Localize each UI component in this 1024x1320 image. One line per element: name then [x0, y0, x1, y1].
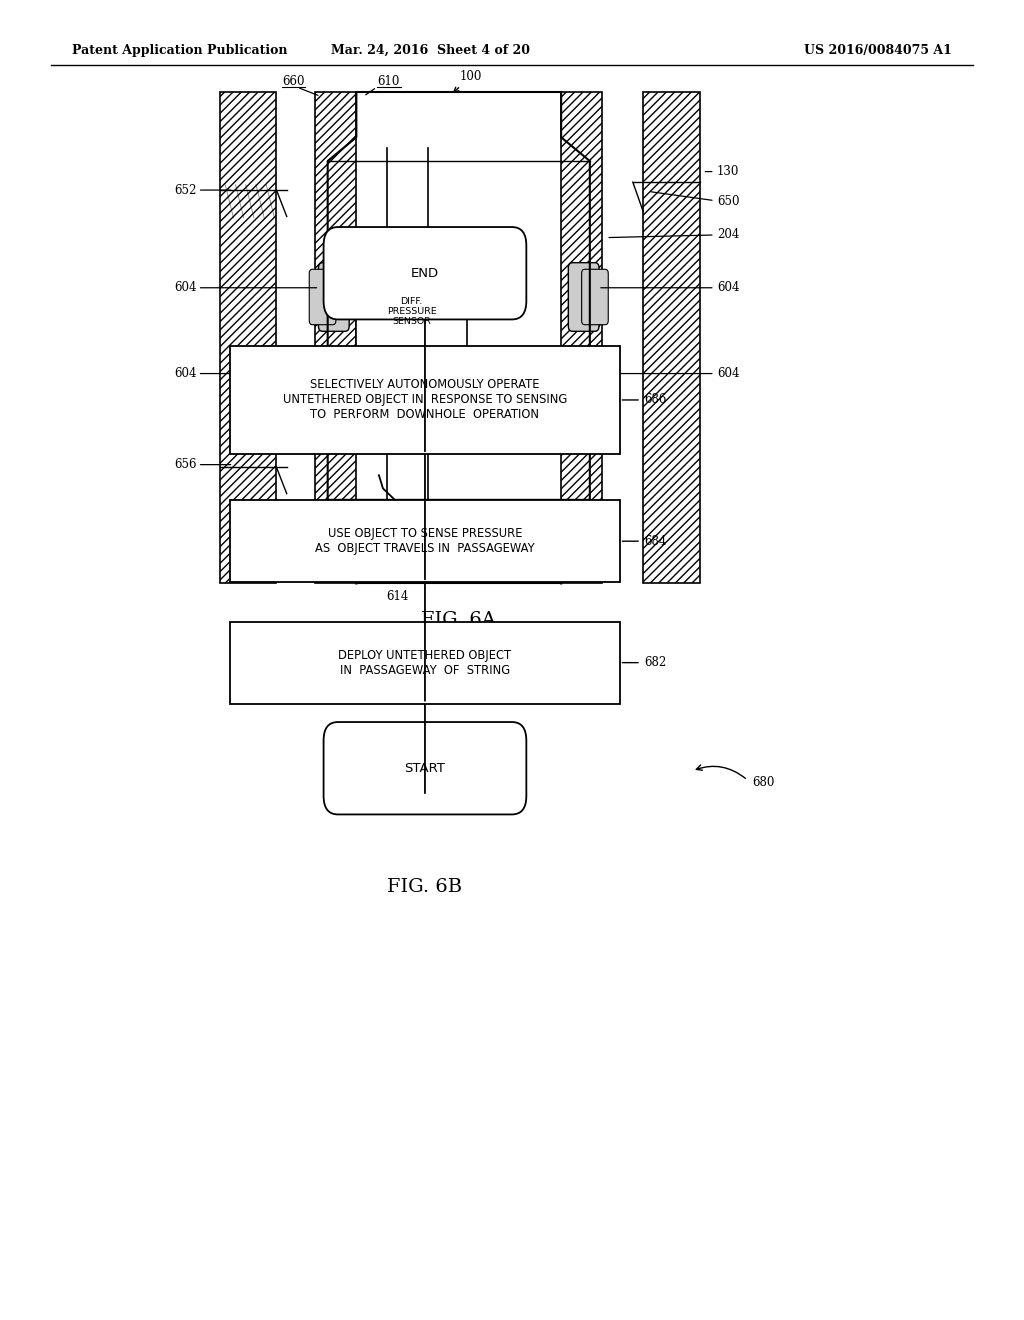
Bar: [230, 500, 620, 582]
Text: 656: 656: [174, 458, 197, 471]
Bar: [230, 622, 620, 704]
Text: Mar. 24, 2016  Sheet 4 of 20: Mar. 24, 2016 Sheet 4 of 20: [331, 44, 529, 57]
FancyBboxPatch shape: [309, 269, 336, 325]
Text: FIG. 6B: FIG. 6B: [387, 878, 463, 896]
Text: END: END: [411, 267, 439, 280]
Text: 650: 650: [717, 195, 739, 209]
Polygon shape: [220, 92, 276, 583]
Bar: [356, 251, 467, 372]
FancyBboxPatch shape: [568, 263, 599, 331]
Text: DEPLOY UNTETHERED OBJECT
IN  PASSAGEWAY  OF  STRING: DEPLOY UNTETHERED OBJECT IN PASSAGEWAY O…: [338, 648, 512, 677]
Text: Patent Application Publication: Patent Application Publication: [72, 44, 287, 57]
FancyBboxPatch shape: [324, 227, 526, 319]
Text: 604: 604: [174, 281, 197, 294]
Text: 670: 670: [510, 558, 532, 572]
Polygon shape: [561, 92, 602, 583]
Text: 682: 682: [644, 656, 667, 669]
Text: DART: DART: [400, 554, 435, 568]
Text: 604: 604: [174, 367, 197, 380]
Polygon shape: [643, 92, 700, 583]
Text: 660: 660: [283, 75, 305, 88]
Text: 686: 686: [644, 393, 667, 407]
Polygon shape: [315, 92, 356, 583]
Text: US 2016/0084075 A1: US 2016/0084075 A1: [805, 44, 952, 57]
Text: 204: 204: [717, 228, 739, 242]
Text: 604: 604: [717, 367, 739, 380]
Text: 680: 680: [753, 776, 775, 789]
Text: DIFF.
PRESSURE
SENSOR: DIFF. PRESSURE SENSOR: [387, 297, 436, 326]
Text: 652: 652: [174, 183, 197, 197]
FancyBboxPatch shape: [309, 355, 336, 411]
Text: 684: 684: [644, 535, 667, 548]
Text: 610: 610: [377, 75, 399, 88]
FancyBboxPatch shape: [318, 348, 349, 417]
Text: 624: 624: [479, 438, 502, 451]
FancyBboxPatch shape: [582, 355, 608, 411]
Text: 620: 620: [381, 234, 403, 247]
Text: 604: 604: [717, 281, 739, 294]
Text: START: START: [404, 762, 445, 775]
FancyBboxPatch shape: [568, 348, 599, 417]
Text: 130: 130: [717, 165, 739, 178]
Text: 100: 100: [454, 70, 482, 92]
Text: SELECTIVELY AUTONOMOUSLY OPERATE
UNTETHERED OBJECT IN  RESPONSE TO SENSING
TO  P: SELECTIVELY AUTONOMOUSLY OPERATE UNTETHE…: [283, 379, 567, 421]
FancyBboxPatch shape: [582, 269, 608, 325]
Text: USE OBJECT TO SENSE PRESSURE
AS  OBJECT TRAVELS IN  PASSAGEWAY: USE OBJECT TO SENSE PRESSURE AS OBJECT T…: [315, 527, 535, 556]
FancyBboxPatch shape: [318, 263, 349, 331]
Text: 614: 614: [386, 590, 409, 603]
Text: FIG. 6A: FIG. 6A: [421, 611, 497, 630]
Bar: [230, 346, 620, 454]
FancyBboxPatch shape: [324, 722, 526, 814]
